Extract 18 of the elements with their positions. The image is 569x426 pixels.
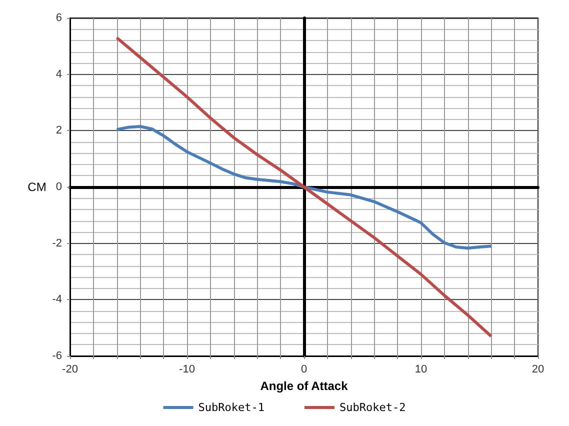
line-series	[115, 36, 493, 338]
line-series	[115, 124, 493, 250]
legend-label: SubRoket-1	[198, 401, 265, 414]
x-tick-label: -20	[62, 364, 78, 376]
x-tick-label: -10	[179, 364, 195, 376]
y-tick-label: -2	[52, 237, 62, 250]
legend-label: SubRoket-2	[340, 401, 406, 414]
y-tick-label: -4	[52, 294, 62, 306]
y-tick-label: 2	[56, 124, 62, 137]
y-tick-label: 6	[56, 12, 62, 24]
y-tick-label: 0	[56, 181, 62, 193]
y-tick-label: 4	[56, 68, 62, 80]
x-tick-label: 20	[532, 364, 544, 376]
x-axis-title: Angle of Attack	[260, 378, 348, 393]
y-axis-title: CM	[28, 180, 46, 194]
y-tick-label: -6	[52, 350, 62, 362]
x-tick-label: 10	[414, 364, 428, 376]
x-tick-label: 0	[300, 364, 308, 376]
